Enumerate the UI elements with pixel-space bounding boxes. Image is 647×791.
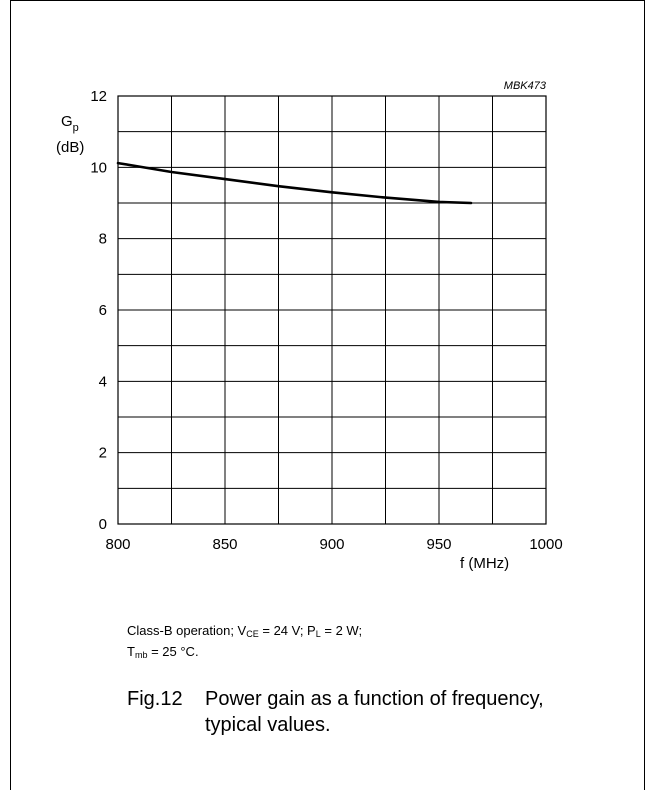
x-tick-label: 950 [426,536,451,553]
conditions-line-1: Class-B operation; VCE = 24 V; PL = 2 W; [127,623,363,639]
operating-conditions: Class-B operation; VCE = 24 V; PL = 2 W;… [127,622,362,664]
y-tick-label: 8 [99,231,107,248]
y-tick-label: 2 [99,445,107,462]
y-tick-label: 10 [90,159,107,176]
y-tick-labels: 0 2 4 6 8 10 12 [90,88,107,533]
series-lines [116,161,473,205]
x-tick-label: 1000 [529,536,562,553]
caption-line-1: Power gain as a function of frequency, [205,688,544,710]
figure-caption: Fig.12 Power gain as a function of freque… [127,686,544,738]
x-tick-labels: 800 850 900 950 1000 [105,536,562,553]
figure-frame [10,0,645,790]
caption-line-2: typical values. [205,714,331,736]
x-tick-label: 850 [212,536,237,553]
chart: 800 850 900 950 1000 0 2 4 6 8 10 12 MBK473 Gp (dB… [56,80,563,572]
x-tick-label: 800 [105,536,130,553]
y-tick-label: 12 [90,88,107,105]
plot-border [117,95,547,525]
series-line [116,161,473,205]
chart-grid [117,95,547,525]
y-tick-label: 0 [99,516,107,533]
x-tick-label: 900 [319,536,344,553]
y-tick-label: 4 [99,373,107,390]
y-axis-label: Gp [61,113,79,134]
x-axis-label: f (MHz) [460,555,509,572]
y-axis-unit: (dB) [56,139,84,156]
chart-code: MBK473 [504,80,547,92]
figure-number: Fig.12 [127,688,183,710]
y-tick-label: 6 [99,302,107,319]
conditions-line-2: Tmb = 25 °C. [127,644,199,660]
